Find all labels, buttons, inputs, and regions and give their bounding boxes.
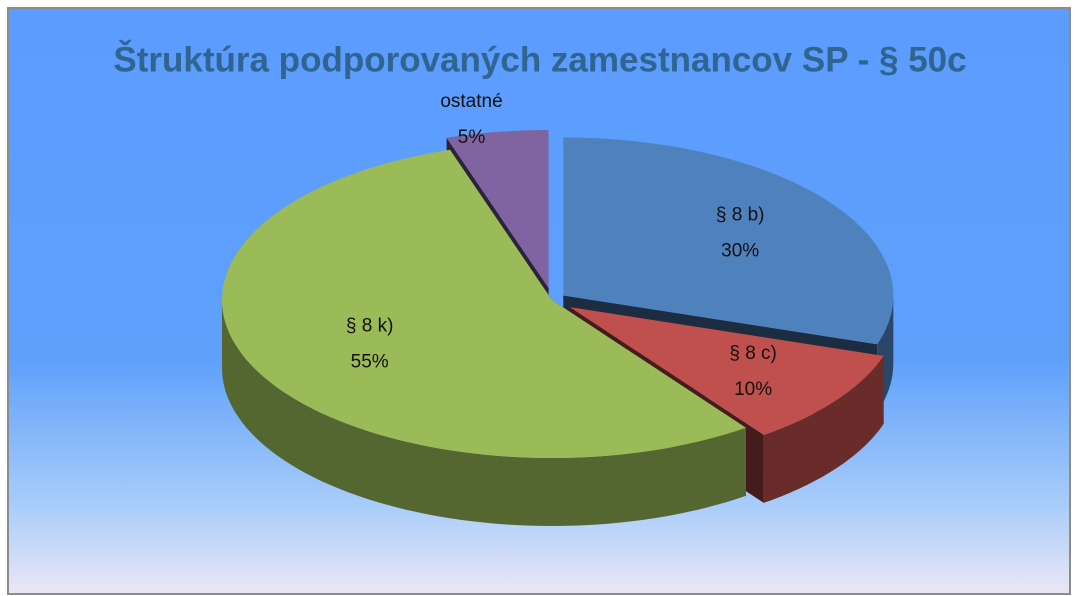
slice-value-label: 10% [734, 379, 772, 400]
slice-category-label: § 8 b) [716, 204, 765, 225]
slice [222, 149, 746, 458]
slice-value-label: 30% [721, 240, 759, 261]
slice [446, 130, 549, 288]
slice [569, 307, 884, 435]
labels: § 8 b) 30% § 8 c) 10% § 8 k) 55% ostatné 5% [346, 91, 777, 400]
slice-side [222, 300, 746, 526]
slice-side [763, 355, 884, 503]
slice [563, 137, 894, 345]
slice-category-label: ostatné [440, 91, 502, 112]
slice-category-label: § 8 k) [346, 315, 394, 336]
pie [222, 130, 894, 526]
slice-value-label: 5% [458, 127, 486, 148]
chart-title: Štruktúra podporovaných zamestnancov SP … [113, 39, 966, 79]
slice-value-label: 55% [351, 351, 389, 372]
slice-category-label: § 8 c) [729, 343, 777, 364]
